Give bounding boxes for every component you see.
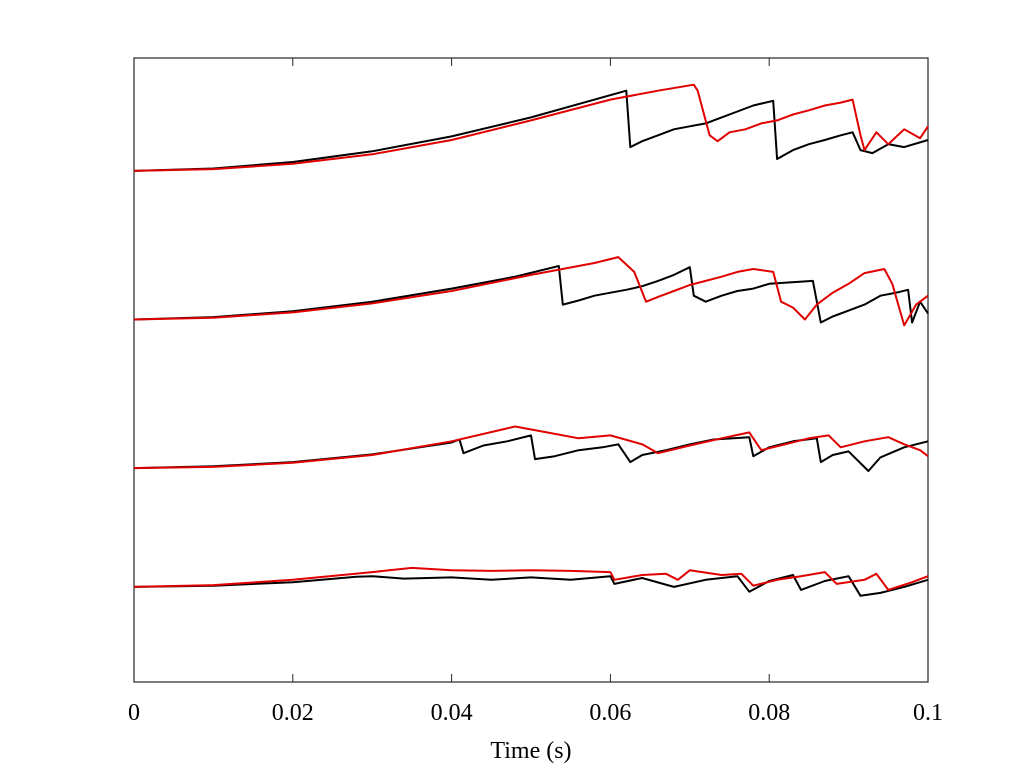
series-line-black-2	[133, 265, 929, 324]
x-tick-label: 0.1	[913, 700, 943, 726]
series-line-red-1	[133, 83, 929, 172]
x-tick-label: 0.08	[748, 700, 790, 726]
series-line-red-4	[133, 566, 929, 591]
x-tick-label: 0.02	[272, 700, 314, 726]
x-tick-label: 0.04	[431, 700, 473, 726]
x-tick-label: 0.06	[589, 700, 631, 726]
series-layer	[133, 83, 929, 597]
x-axis-title: Time (s)	[490, 738, 571, 764]
x-tick-label: 0	[128, 700, 140, 726]
series-line-red-2	[133, 256, 929, 327]
plot-frame	[133, 57, 929, 683]
series-line-black-3	[133, 434, 929, 472]
series-line-black-4	[133, 574, 929, 597]
series-line-black-1	[133, 89, 929, 172]
series-line-red-3	[133, 425, 929, 470]
x-axis: 0 0.02 0.04 0.06 0.08 0.1	[128, 58, 943, 726]
